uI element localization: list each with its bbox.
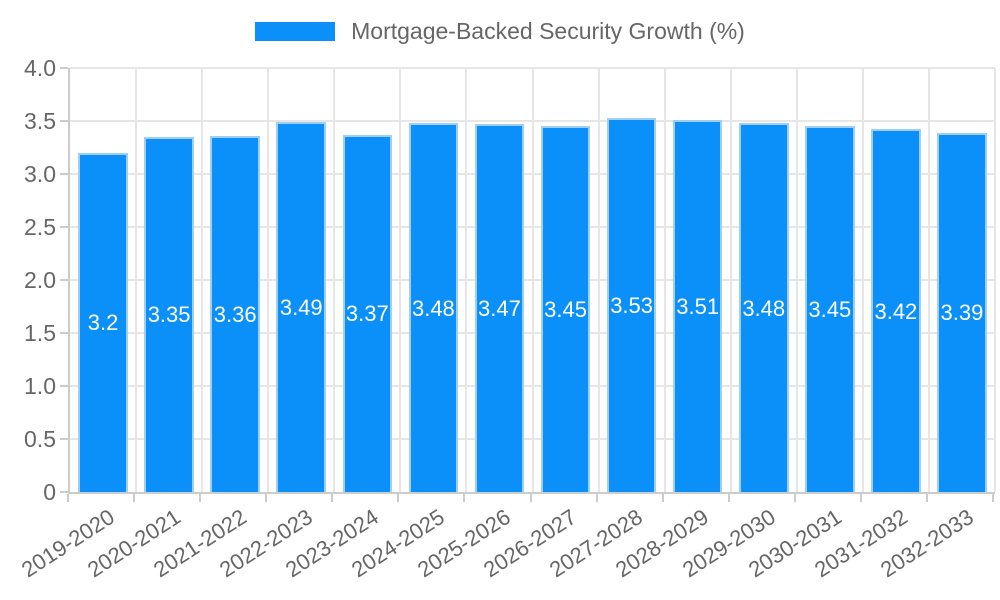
bar-2024-2025[interactable]: 3.48: [408, 123, 459, 492]
bar-2023-2024[interactable]: 3.37: [342, 134, 393, 492]
bar-2021-2022[interactable]: 3.36: [210, 135, 260, 492]
bar-2028-2029[interactable]: 3.51: [672, 119, 723, 492]
x-tick-mark: [463, 494, 466, 502]
x-tick-mark: [331, 494, 334, 502]
bar-2026-2027[interactable]: 3.45: [540, 126, 591, 492]
y-tick-label: 0: [43, 479, 56, 505]
bar-2025-2026[interactable]: 3.47: [474, 124, 525, 492]
y-tick-mark: [60, 491, 68, 493]
y-tick-mark: [60, 226, 68, 228]
bar-2030-2031[interactable]: 3.45: [805, 126, 855, 492]
plot-area: 3.2 3.35 3.36 3.49 3.37 3.48 3.47 3.45 3.53 3.51 3…: [68, 67, 996, 494]
x-tick-mark: [727, 494, 730, 502]
y-tick-mark: [60, 385, 68, 387]
bar-2029-2030[interactable]: 3.48: [738, 123, 789, 492]
x-gridline: [135, 68, 138, 492]
x-tick-mark: [397, 494, 400, 502]
y-tick-label: 2.5: [24, 214, 56, 240]
x-gridline: [861, 68, 864, 492]
x-gridline: [531, 68, 534, 492]
bar-value-label: 3.45: [544, 297, 587, 323]
y-tick-label: 1.0: [24, 373, 56, 399]
x-tick-mark: [67, 494, 69, 502]
legend[interactable]: Mortgage-Backed Security Growth (%): [0, 18, 1000, 45]
bar-value-label: 3.2: [87, 310, 119, 336]
x-gridline: [267, 68, 270, 492]
bar-value-label: 3.36: [213, 301, 257, 327]
bar-2031-2032[interactable]: 3.42: [871, 129, 921, 492]
x-gridline: [729, 68, 732, 492]
bar-2019-2020[interactable]: 3.2: [78, 152, 128, 492]
bar-2032-2033[interactable]: 3.39: [937, 132, 987, 492]
x-gridline: [927, 68, 930, 492]
x-tick-mark: [199, 494, 202, 502]
x-gridline: [795, 68, 798, 492]
y-tick-mark: [60, 173, 68, 175]
x-gridline: [201, 68, 204, 492]
y-tick-label: 4.0: [24, 55, 56, 81]
bar-value-label: 3.49: [279, 295, 323, 321]
x-tick-mark: [133, 494, 136, 502]
x-gridline: [465, 68, 468, 492]
legend-label: Mortgage-Backed Security Growth (%): [351, 18, 745, 44]
x-tick-mark: [859, 494, 862, 502]
y-tick-mark: [60, 438, 68, 440]
bar-value-label: 3.37: [345, 301, 389, 327]
x-gridline: [399, 68, 402, 492]
bar-value-label: 3.48: [411, 295, 455, 321]
bar-value-label: 3.47: [478, 296, 521, 322]
bar-value-label: 3.51: [676, 293, 720, 319]
bar-value-label: 3.53: [610, 292, 654, 318]
y-tick-mark: [60, 332, 68, 334]
bar-value-label: 3.35: [147, 302, 191, 328]
bar-value-label: 3.39: [940, 300, 984, 326]
bar-value-label: 3.45: [808, 297, 852, 323]
y-tick-label: 2.0: [24, 267, 56, 293]
x-gridline: [597, 68, 600, 492]
bar-2027-2028[interactable]: 3.53: [606, 117, 657, 492]
bar-2022-2023[interactable]: 3.49: [276, 122, 327, 492]
y-tick-label: 3.5: [24, 108, 56, 134]
x-tick-mark: [925, 494, 928, 502]
bar-value-label: 3.42: [874, 298, 918, 324]
x-gridline: [663, 68, 666, 492]
y-tick-mark: [60, 120, 68, 122]
y-tick-label: 3.0: [24, 161, 56, 187]
legend-swatch: [255, 22, 336, 41]
x-tick-mark: [661, 494, 664, 502]
y-tick-mark: [60, 67, 68, 69]
x-axis-labels: 2019-2020 2020-2021 2021-2022 2022-2023 2023…: [17, 494, 993, 600]
y-tick-label: 1.5: [24, 320, 56, 346]
y-tick-label: 0.5: [24, 426, 56, 452]
x-tick-mark: [595, 494, 598, 502]
y-tick-mark: [60, 279, 68, 281]
bar-value-label: 3.48: [742, 295, 786, 321]
x-gridline: [994, 68, 996, 492]
y-axis-labels: 4.0 3.5 3.0 2.5 2.0 1.5 1.0 0.5 0: [0, 56, 56, 504]
bar-2020-2021[interactable]: 3.35: [144, 136, 194, 492]
x-tick-mark: [992, 494, 994, 502]
x-tick-mark: [793, 494, 796, 502]
x-tick-mark: [265, 494, 268, 502]
x-tick-mark: [529, 494, 532, 502]
x-gridline: [333, 68, 336, 492]
